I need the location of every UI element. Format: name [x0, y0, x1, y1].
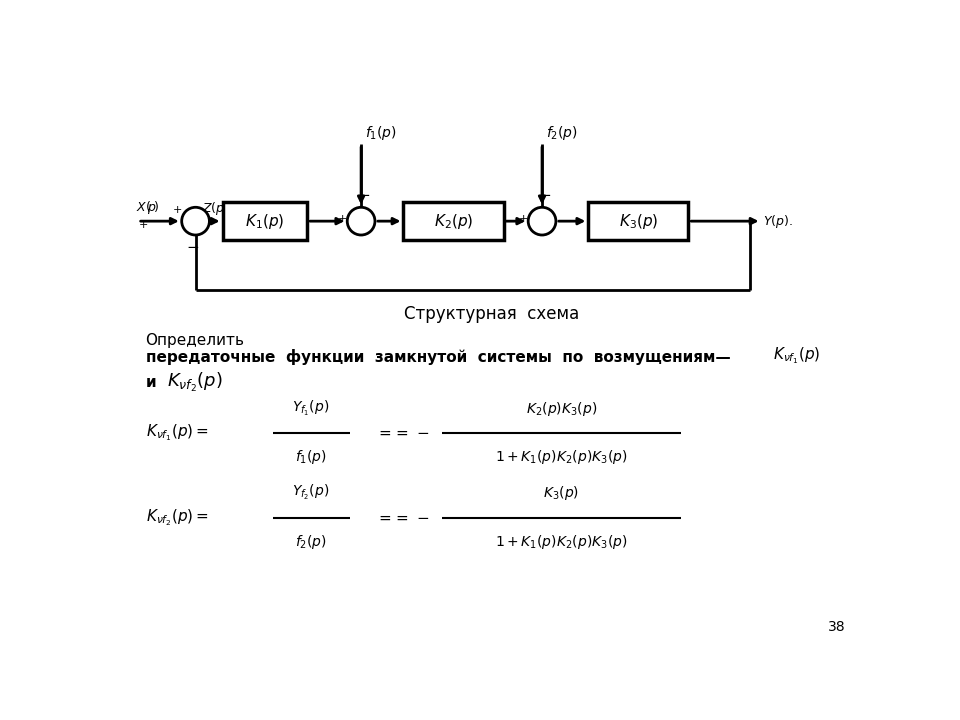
- Text: $K_{\nu f_2}(p)$: $K_{\nu f_2}(p)$: [167, 372, 223, 395]
- Text: $K_3(p)$: $K_3(p)$: [543, 484, 579, 503]
- Text: $Y_{f_1}(p)$: $Y_{f_1}(p)$: [293, 398, 329, 418]
- Text: $K_2(p)K_3(p)$: $K_2(p)K_3(p)$: [526, 400, 597, 418]
- Circle shape: [528, 207, 556, 235]
- Text: $f_2(p)$: $f_2(p)$: [295, 533, 327, 551]
- Text: −: −: [357, 189, 370, 204]
- Text: $=\!=\,-$: $=\!=\,-$: [376, 510, 430, 525]
- Bar: [588, 202, 688, 240]
- Circle shape: [181, 207, 209, 235]
- Bar: [403, 202, 504, 240]
- Text: $1+K_1(p)K_2(p)K_3(p)$: $1+K_1(p)K_2(p)K_3(p)$: [495, 533, 628, 551]
- Text: $K_{\nu f_2}(p) =$: $K_{\nu f_2}(p) =$: [146, 508, 208, 528]
- Text: $f_1(p)$: $f_1(p)$: [295, 449, 327, 467]
- Text: $K_3(p)$: $K_3(p)$: [618, 212, 658, 230]
- Text: передаточные  функции  замкнутой  системы  по  возмущениям—: передаточные функции замкнутой системы п…: [146, 349, 731, 366]
- Text: Структурная  схема: Структурная схема: [404, 305, 580, 323]
- Text: 38: 38: [828, 620, 846, 634]
- Text: +: +: [187, 210, 198, 223]
- Text: Определить: Определить: [146, 333, 245, 348]
- Circle shape: [348, 207, 375, 235]
- Text: $K_{\nu f_1}(p)$: $K_{\nu f_1}(p)$: [773, 346, 821, 366]
- Text: и: и: [146, 375, 156, 390]
- Text: +: +: [138, 220, 148, 230]
- Text: $f_1(p)$: $f_1(p)$: [365, 124, 396, 142]
- Text: $K_1(p)$: $K_1(p)$: [245, 212, 284, 230]
- Text: $Y_{f_2}(p)$: $Y_{f_2}(p)$: [293, 483, 329, 503]
- Text: −: −: [186, 240, 199, 255]
- Text: +: +: [173, 205, 181, 215]
- Text: $f_2(p)$: $f_2(p)$: [546, 124, 578, 142]
- Text: $1+K_1(p)K_2(p)K_3(p)$: $1+K_1(p)K_2(p)K_3(p)$: [495, 449, 628, 467]
- Text: $=\!=\,-$: $=\!=\,-$: [376, 426, 430, 440]
- Text: $X(\!p\!)$: $X(\!p\!)$: [136, 199, 160, 216]
- Text: −: −: [538, 189, 551, 204]
- Bar: [223, 202, 307, 240]
- Text: $K_{\nu f_1}(p) =$: $K_{\nu f_1}(p) =$: [146, 423, 208, 444]
- Text: +: +: [338, 214, 348, 224]
- Text: $Z(p)$: $Z(p)$: [203, 200, 229, 217]
- Text: +: +: [519, 214, 528, 224]
- Text: $Y(p).$: $Y(p).$: [763, 212, 793, 230]
- Text: $K_2(p)$: $K_2(p)$: [434, 212, 473, 230]
